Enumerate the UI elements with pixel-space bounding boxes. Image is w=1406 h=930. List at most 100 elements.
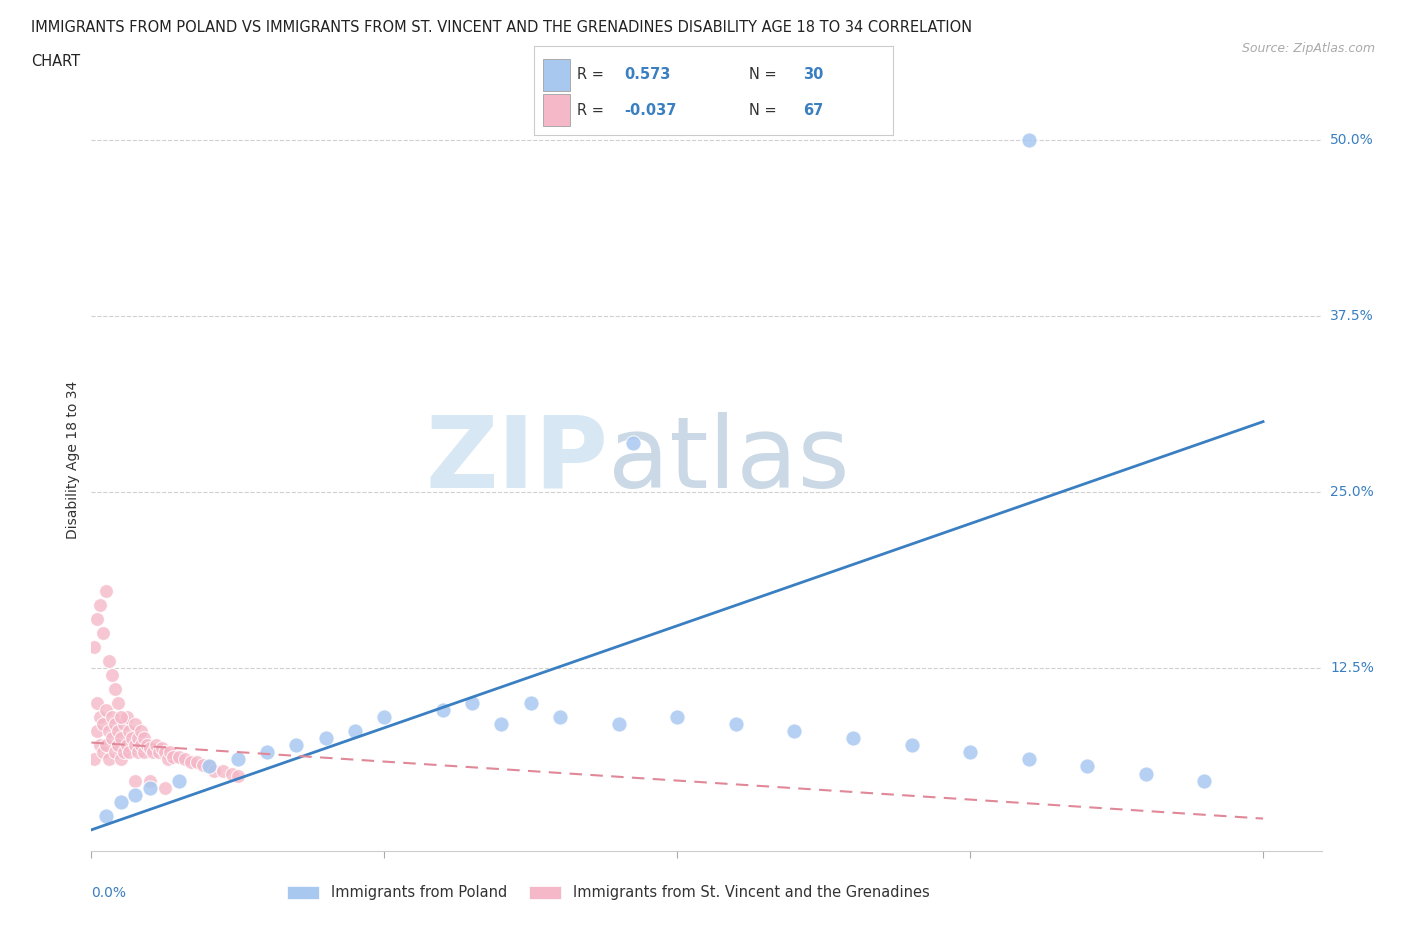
Point: [94, 703, 117, 718]
Text: 0.573: 0.573: [624, 67, 671, 82]
Text: R =: R =: [578, 67, 605, 82]
Point: [169, 750, 191, 764]
Point: [98, 724, 120, 738]
Point: [186, 755, 208, 770]
Point: [121, 731, 143, 746]
Point: [86, 696, 108, 711]
Point: [118, 724, 141, 738]
Point: [159, 745, 181, 760]
Point: [285, 737, 308, 752]
Text: ZIP: ZIP: [425, 412, 607, 509]
Point: [139, 780, 162, 795]
Point: [124, 737, 146, 752]
Point: [115, 737, 138, 752]
Point: [432, 703, 454, 718]
FancyBboxPatch shape: [543, 94, 571, 126]
Point: [107, 696, 129, 711]
Point: [110, 752, 132, 767]
Point: [343, 724, 366, 738]
Point: [842, 731, 865, 746]
Point: [124, 773, 146, 788]
Point: [83, 752, 105, 767]
Point: [156, 752, 179, 767]
Text: 12.5%: 12.5%: [1330, 661, 1374, 675]
Point: [373, 710, 395, 724]
Point: [110, 794, 132, 809]
Point: [256, 745, 278, 760]
Point: [132, 731, 155, 746]
Point: [212, 764, 235, 778]
Text: 30: 30: [803, 67, 824, 82]
Point: [104, 745, 127, 760]
Point: [666, 710, 689, 724]
Text: Source: ZipAtlas.com: Source: ZipAtlas.com: [1241, 42, 1375, 55]
Point: [101, 731, 124, 746]
Point: [1076, 759, 1098, 774]
Point: [783, 724, 806, 738]
Point: [89, 710, 111, 724]
Text: atlas: atlas: [607, 412, 849, 509]
Point: [104, 682, 127, 697]
Point: [86, 724, 108, 738]
Point: [221, 766, 243, 781]
Point: [98, 654, 120, 669]
Point: [110, 731, 132, 746]
Point: [112, 717, 135, 732]
Point: [83, 640, 105, 655]
Text: -0.037: -0.037: [624, 102, 676, 117]
Point: [197, 759, 219, 774]
Text: R =: R =: [578, 102, 605, 117]
Y-axis label: Disability Age 18 to 34: Disability Age 18 to 34: [66, 381, 80, 539]
Point: [118, 745, 141, 760]
Point: [1194, 773, 1216, 788]
Point: [101, 710, 124, 724]
Point: [129, 737, 152, 752]
Point: [153, 745, 176, 760]
Point: [124, 717, 146, 732]
Legend: Immigrants from Poland, Immigrants from St. Vincent and the Grenadines: Immigrants from Poland, Immigrants from …: [281, 880, 935, 906]
Point: [86, 611, 108, 626]
Point: [174, 752, 197, 767]
Point: [124, 787, 146, 802]
Point: [104, 717, 127, 732]
Point: [98, 752, 120, 767]
Point: [724, 717, 747, 732]
Text: IMMIGRANTS FROM POLAND VS IMMIGRANTS FROM ST. VINCENT AND THE GRENADINES DISABIL: IMMIGRANTS FROM POLAND VS IMMIGRANTS FRO…: [31, 20, 972, 35]
Point: [115, 710, 138, 724]
Point: [89, 737, 111, 752]
Point: [91, 625, 114, 640]
Point: [129, 724, 152, 738]
Text: N =: N =: [749, 67, 778, 82]
Point: [94, 583, 117, 598]
Point: [132, 745, 155, 760]
Point: [959, 745, 981, 760]
Point: [101, 668, 124, 683]
Point: [107, 737, 129, 752]
Point: [226, 769, 249, 784]
Point: [112, 745, 135, 760]
Point: [127, 731, 149, 746]
Point: [162, 750, 184, 764]
Point: [127, 745, 149, 760]
FancyBboxPatch shape: [543, 59, 571, 91]
Point: [145, 737, 167, 752]
Text: N =: N =: [749, 102, 778, 117]
Point: [91, 717, 114, 732]
Point: [150, 741, 173, 756]
Point: [315, 731, 337, 746]
Point: [180, 755, 202, 770]
Text: 25.0%: 25.0%: [1330, 485, 1374, 499]
Point: [148, 745, 170, 760]
Point: [191, 758, 214, 773]
Point: [94, 808, 117, 823]
Text: 37.5%: 37.5%: [1330, 309, 1374, 323]
Point: [519, 696, 541, 711]
Point: [621, 435, 644, 450]
Point: [107, 724, 129, 738]
Point: [94, 737, 117, 752]
Point: [142, 745, 165, 760]
Point: [491, 717, 513, 732]
Point: [153, 780, 176, 795]
Point: [548, 710, 571, 724]
Point: [226, 752, 249, 767]
